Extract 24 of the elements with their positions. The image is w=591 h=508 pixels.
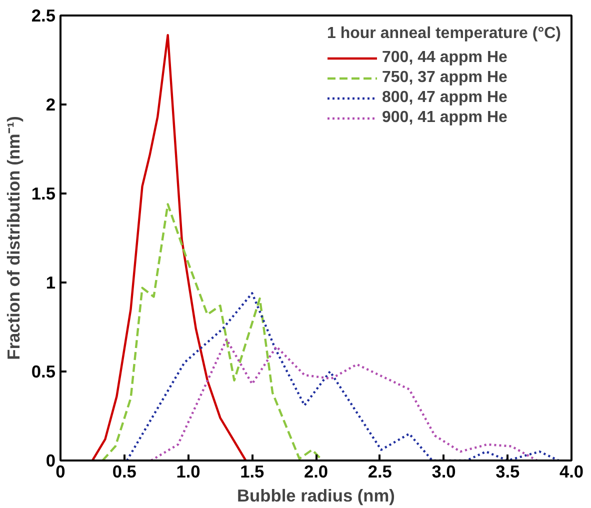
legend-label: 800, 47 appm He — [382, 89, 508, 107]
y-tick-label: 0.5 — [31, 362, 56, 382]
y-tick-label: 2.5 — [31, 6, 56, 26]
y-tick-label: 1.5 — [31, 184, 56, 204]
y-axis-title: Fraction of distribution (nm⁻¹) — [3, 116, 24, 360]
x-tick-label: 2.5 — [368, 462, 392, 482]
line-series — [150, 338, 538, 460]
legend-label: 900, 41 appm He — [382, 109, 508, 127]
legend-label: 750, 37 appm He — [382, 69, 508, 87]
x-axis-title: Bubble radius (nm) — [237, 486, 395, 506]
x-tick-label: 3.5 — [496, 462, 520, 482]
x-tick-label: 2.0 — [304, 462, 328, 482]
x-tick-label: 0.5 — [112, 462, 137, 482]
legend-title: 1 hour anneal temperature (°C) — [327, 25, 561, 43]
x-tick-label: 4.0 — [559, 462, 584, 482]
line-series — [126, 292, 560, 460]
line-series — [91, 34, 247, 460]
line-series — [102, 203, 324, 460]
y-tick-label: 2 — [46, 94, 56, 114]
x-tick-label: 3.0 — [432, 462, 456, 482]
x-tick-label: 1.5 — [240, 462, 265, 482]
legend-label: 700, 44 appm He — [382, 49, 508, 67]
x-tick-label: 1.0 — [176, 462, 200, 482]
y-tick-label: 1 — [46, 272, 56, 292]
